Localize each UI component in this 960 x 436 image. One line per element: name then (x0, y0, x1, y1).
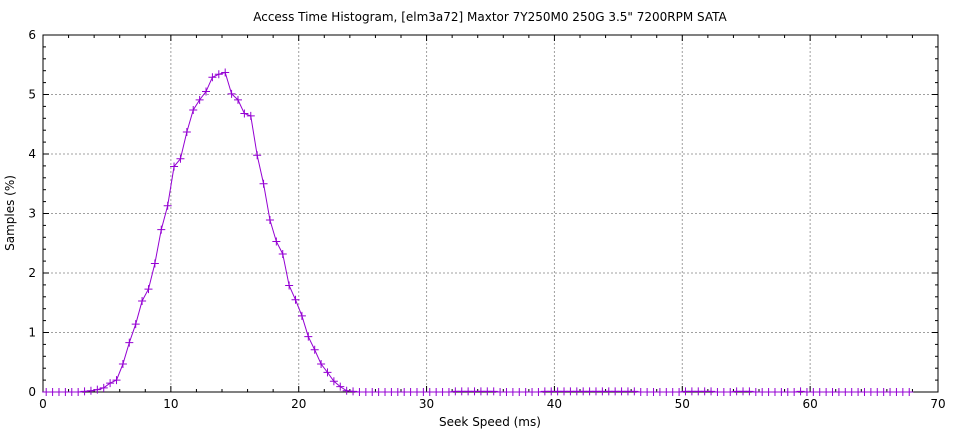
y-tick-label: 6 (28, 28, 36, 42)
data-point-marker (310, 345, 319, 354)
series-access-time (42, 68, 914, 396)
data-point-marker (208, 73, 217, 82)
data-point-marker (285, 281, 294, 290)
data-point-marker (336, 382, 345, 391)
data-point-marker (150, 259, 159, 268)
data-point-marker (630, 387, 639, 396)
data-point-marker (349, 387, 358, 396)
data-point-marker (265, 216, 274, 225)
data-point-marker (170, 162, 179, 171)
data-point-marker (796, 387, 805, 396)
data-point-marker (195, 95, 204, 104)
data-point-marker (707, 387, 716, 396)
x-tick-label: 20 (291, 397, 306, 411)
grid (43, 35, 938, 392)
data-point-marker (182, 127, 191, 136)
data-point-marker (214, 70, 223, 79)
data-point-marker (99, 383, 108, 392)
data-point-marker (323, 368, 332, 377)
x-tick-label: 50 (675, 397, 690, 411)
data-point-marker (138, 296, 147, 305)
data-point-marker (790, 388, 799, 396)
y-tick-label: 4 (28, 147, 36, 161)
data-point-marker (253, 151, 262, 160)
x-tick-label: 70 (930, 397, 945, 411)
data-point-marker (259, 179, 268, 188)
data-point-marker (163, 201, 172, 210)
data-point-marker (444, 388, 453, 396)
data-point-marker (291, 295, 300, 304)
data-point-marker (905, 388, 914, 396)
data-point-marker (240, 109, 249, 118)
data-point-marker (112, 376, 121, 385)
data-point-marker (93, 385, 102, 394)
chart-title: Access Time Histogram, [elm3a72] Maxtor … (253, 10, 727, 24)
data-point-marker (342, 386, 351, 395)
data-point-marker (157, 225, 166, 234)
data-point-marker (329, 377, 338, 386)
y-axis-label: Samples (%) (3, 175, 17, 251)
data-point-marker (534, 388, 543, 396)
y-tick-label: 3 (28, 207, 36, 221)
data-point-marker (233, 95, 242, 104)
data-point-marker (106, 379, 115, 388)
data-point-marker (118, 360, 127, 369)
data-point-marker (80, 387, 89, 396)
data-point-marker (489, 387, 498, 396)
data-point-marker (304, 332, 313, 341)
x-axis-label: Seek Speed (ms) (439, 415, 541, 429)
x-tick-label: 60 (803, 397, 818, 411)
data-point-marker (272, 237, 281, 246)
x-tick-label: 40 (547, 397, 562, 411)
data-point-marker (86, 386, 95, 395)
series-line (46, 71, 910, 393)
x-tick-labels: 0 10 20 30 40 50 60 70 (39, 397, 945, 411)
data-point-marker (144, 285, 153, 294)
data-point-marker (125, 338, 134, 347)
data-point-marker (745, 387, 754, 396)
x-tick-label: 0 (39, 397, 47, 411)
data-point-marker (227, 89, 236, 98)
x-tick-label: 10 (163, 397, 178, 411)
data-point-marker (675, 388, 684, 396)
data-point-marker (221, 68, 230, 77)
data-point-marker (131, 320, 140, 329)
data-point-marker (297, 311, 306, 320)
data-point-marker (202, 87, 211, 96)
data-point-marker (278, 249, 287, 258)
data-point-marker (246, 111, 255, 120)
y-tick-label: 0 (28, 385, 36, 399)
y-tick-label: 5 (28, 88, 36, 102)
data-point-marker (726, 388, 735, 396)
data-point-marker (176, 154, 185, 163)
y-tick-label: 2 (28, 266, 36, 280)
data-point-marker (317, 360, 326, 369)
y-tick-label: 1 (28, 326, 36, 340)
data-point-marker (189, 105, 198, 114)
x-tick-label: 30 (419, 397, 434, 411)
y-tick-labels: 0 1 2 3 4 5 6 (28, 28, 36, 399)
data-point-marker (74, 388, 83, 396)
